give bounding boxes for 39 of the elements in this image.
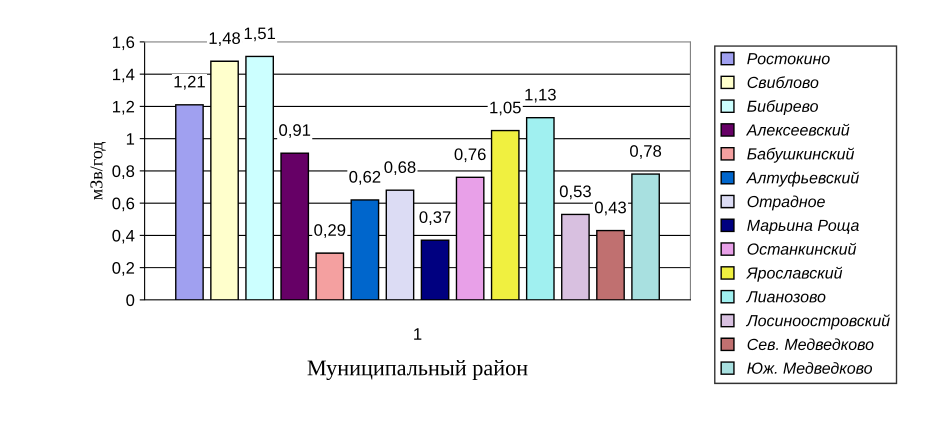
legend-label: Отрадное — [748, 195, 825, 210]
data-label: 0,68 — [384, 161, 416, 176]
data-label: 1,51 — [244, 28, 276, 42]
legend-label: Бабушкинский — [747, 148, 854, 163]
data-label: 0,78 — [630, 145, 662, 159]
legend-label: Лосиноостровский — [746, 314, 890, 330]
data-label: 1,21 — [174, 76, 205, 90]
legend-label: Марьина Роща — [747, 220, 859, 234]
y-tick-label: 1,2 — [112, 100, 134, 115]
y-tick-label: 0,2 — [112, 262, 134, 276]
y-tick-label: 0 — [126, 294, 134, 306]
y-tick-label: 0,4 — [112, 230, 134, 244]
legend-label: Алексеевский — [746, 124, 850, 136]
legend-label: Юж. Медведково — [747, 362, 872, 374]
x-axis-title: Муниципальный район — [308, 360, 528, 380]
y-tick-label: 1,4 — [112, 68, 134, 82]
y-tick-label: 1,6 — [112, 36, 134, 50]
data-label: 1,05 — [490, 102, 521, 116]
y-tick-label: 0,6 — [112, 198, 134, 212]
data-label: 0,43 — [594, 202, 626, 216]
legend-label: Свиблово — [748, 76, 818, 88]
legend-label: Останкинский — [748, 242, 856, 255]
data-label: 1,13 — [525, 88, 556, 102]
data-label: 1,48 — [210, 32, 240, 46]
y-tick-label: 0,8 — [112, 165, 134, 180]
y-axis-title: мЗв/год — [90, 142, 106, 200]
data-label: 0,62 — [349, 170, 380, 185]
y-tick-label: 1 — [126, 133, 134, 145]
legend-label: Ростокино — [747, 53, 830, 64]
legend-label: Бибирево — [747, 100, 818, 116]
legend-label: Ярославский — [746, 266, 842, 282]
data-label: 0,76 — [454, 148, 486, 162]
legend-label: Сев. Медведково — [748, 338, 874, 350]
legend-label: Лианозово — [746, 291, 826, 302]
legend-label: Алтуфьевский — [746, 172, 859, 187]
data-label: 0,53 — [560, 185, 591, 200]
data-label: 0,37 — [419, 211, 450, 226]
data-label: 0,91 — [279, 124, 310, 138]
data-label: 0,29 — [314, 224, 346, 238]
